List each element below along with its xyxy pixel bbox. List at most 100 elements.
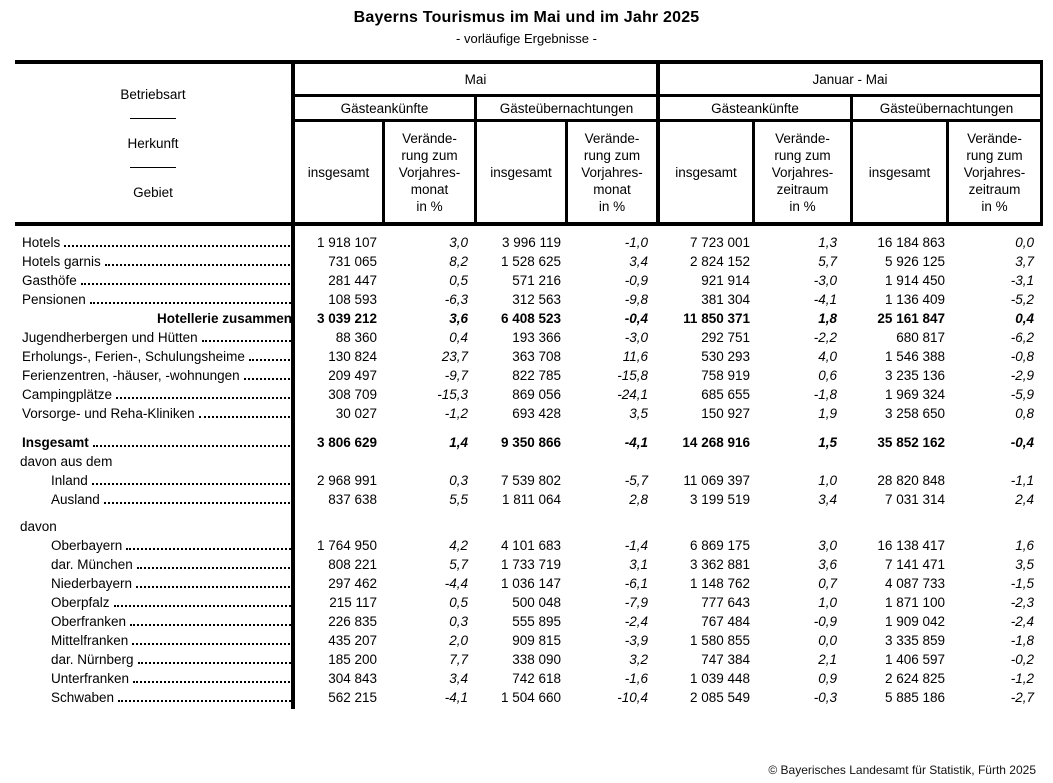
cell-mai-ankuenfte-insgesamt: 3 806 629 xyxy=(316,435,377,450)
row-label-cell: davon aus dem xyxy=(15,452,295,471)
dotted-leader xyxy=(137,662,294,664)
row-label-cell: Erholungs-, Ferien-, Schulungsheime xyxy=(15,347,295,366)
cell-mai-uebernachtungen-veraenderung: -0,4 xyxy=(624,311,648,326)
dotted-leader xyxy=(126,548,294,550)
cell-jm-ankuenfte-insgesamt: 150 927 xyxy=(701,406,750,421)
cell-jm-ankuenfte-insgesamt: 292 751 xyxy=(701,330,750,345)
table-row: Vorsorge- und Reha-Kliniken 30 027 -1,2 … xyxy=(15,404,1043,423)
cell-jm-ankuenfte-veraenderung: -1,8 xyxy=(813,387,837,402)
page-subtitle: - vorläufige Ergebnisse - xyxy=(456,31,597,46)
row-label: Pensionen xyxy=(22,292,86,307)
row-label-cell: Oberbayern xyxy=(15,536,295,555)
stub-separator xyxy=(130,167,176,168)
cell-mai-ankuenfte-insgesamt: 185 200 xyxy=(328,652,377,667)
row-label: Ausland xyxy=(51,492,100,507)
cell-mai-uebernachtungen-veraenderung: 3,1 xyxy=(629,557,648,572)
cell-jm-uebernachtungen-insgesamt: 3 235 136 xyxy=(884,368,945,383)
row-label: Gasthöfe xyxy=(22,273,77,288)
cell-jm-uebernachtungen-veraenderung: 3,5 xyxy=(1015,557,1034,572)
cell-mai-ankuenfte-insgesamt: 1 918 107 xyxy=(316,235,377,250)
cell-mai-ankuenfte-insgesamt: 209 497 xyxy=(328,368,377,383)
row-label-cell: Oberfranken xyxy=(15,612,295,631)
cell-jm-ankuenfte-veraenderung: 1,5 xyxy=(818,435,837,450)
cell-mai-ankuenfte-insgesamt: 130 824 xyxy=(328,349,377,364)
cell-jm-ankuenfte-veraenderung: -4,1 xyxy=(813,292,837,307)
table-row: Hotels 1 918 107 3,0 3 996 119 -1,0 7 72… xyxy=(15,233,1043,252)
cell-mai-ankuenfte-veraenderung: 8,2 xyxy=(449,254,468,269)
row-label: Mittelfranken xyxy=(51,633,129,648)
cell-mai-uebernachtungen-veraenderung xyxy=(568,452,660,471)
cell-mai-ankuenfte-insgesamt: 562 215 xyxy=(328,690,377,705)
cell-mai-uebernachtungen-insgesamt: 1 504 660 xyxy=(500,690,561,705)
cell-jm-uebernachtungen-insgesamt: 7 031 314 xyxy=(884,492,945,507)
col-header-insgesamt: insgesamt xyxy=(295,122,385,222)
cell-jm-uebernachtungen-insgesamt: 4 087 733 xyxy=(884,576,945,591)
cell-mai-uebernachtungen-insgesamt: 363 708 xyxy=(512,349,561,364)
table-row: Niederbayern 297 462 -4,4 1 036 147 -6,1… xyxy=(15,574,1043,593)
cell-jm-uebernachtungen-insgesamt: 7 141 471 xyxy=(884,557,945,572)
cell-jm-ankuenfte-insgesamt: 11 850 371 xyxy=(683,311,750,326)
cell-mai-uebernachtungen-insgesamt: 7 539 802 xyxy=(500,473,561,488)
table-row: Mittelfranken 435 207 2,0 909 815 -3,9 1… xyxy=(15,631,1043,650)
cell-mai-uebernachtungen-veraenderung: -10,4 xyxy=(617,690,648,705)
stub-label-gebiet: Gebiet xyxy=(133,184,173,200)
cell-jm-uebernachtungen-insgesamt: 3 335 859 xyxy=(884,633,945,648)
row-label: Oberpfalz xyxy=(51,595,110,610)
group-header-mai: Mai xyxy=(295,64,660,97)
cell-jm-uebernachtungen-insgesamt: 680 817 xyxy=(896,330,945,345)
cell-mai-uebernachtungen-veraenderung: -7,9 xyxy=(624,595,648,610)
row-label-cell: Ferienzentren, -häuser, -wohnungen xyxy=(15,366,295,385)
row-label-cell: Hotellerie zusammen xyxy=(15,309,295,328)
table-row: Insgesamt 3 806 629 1,4 9 350 866 -4,1 1… xyxy=(15,433,1043,452)
cell-mai-ankuenfte-veraenderung: 2,0 xyxy=(449,633,468,648)
cell-jm-uebernachtungen-insgesamt: 28 820 848 xyxy=(877,473,945,488)
cell-mai-ankuenfte-insgesamt: 281 447 xyxy=(328,273,377,288)
cell-mai-ankuenfte-insgesamt: 215 117 xyxy=(329,595,377,610)
cell-jm-ankuenfte-veraenderung: 1,0 xyxy=(818,595,837,610)
cell-mai-uebernachtungen-insgesamt: 742 618 xyxy=(512,671,561,686)
page-title: Bayerns Tourismus im Mai und im Jahr 202… xyxy=(353,9,700,26)
row-label: Oberbayern xyxy=(51,538,123,553)
stub-label-betriebsart: Betriebsart xyxy=(120,86,186,102)
cell-mai-uebernachtungen-insgesamt xyxy=(477,452,568,471)
cell-jm-ankuenfte-insgesamt: 7 723 001 xyxy=(689,235,750,250)
cell-mai-ankuenfte-veraenderung: 0,5 xyxy=(449,273,468,288)
dotted-leader xyxy=(132,643,294,645)
dotted-leader xyxy=(89,302,294,304)
title-block: Bayerns Tourismus im Mai und im Jahr 202… xyxy=(0,0,1053,46)
dotted-leader xyxy=(116,397,294,399)
cell-mai-uebernachtungen-veraenderung: -5,7 xyxy=(624,473,648,488)
row-label: Hotels garnis xyxy=(22,254,101,269)
row-label: Jugendherbergen und Hütten xyxy=(22,330,198,345)
cell-mai-uebernachtungen-veraenderung: 3,5 xyxy=(629,406,648,421)
table-row: Campingplätze 308 709 -15,3 869 056 -24,… xyxy=(15,385,1043,404)
stub-divider-rule xyxy=(291,226,295,709)
cell-mai-uebernachtungen-veraenderung: -4,1 xyxy=(624,435,648,450)
cell-jm-ankuenfte-insgesamt xyxy=(660,517,755,536)
col-header-veraenderung: Verände- rung zum Vorjahres- zeitraum in… xyxy=(755,122,853,222)
table-row: Erholungs-, Ferien-, Schulungsheime 130 … xyxy=(15,347,1043,366)
dotted-leader xyxy=(64,245,294,247)
cell-mai-ankuenfte-veraenderung: -9,7 xyxy=(444,368,468,383)
cell-jm-uebernachtungen-veraenderung: 0,0 xyxy=(1015,235,1034,250)
cell-mai-uebernachtungen-insgesamt: 1 036 147 xyxy=(500,576,561,591)
cell-mai-ankuenfte-veraenderung: 0,3 xyxy=(449,614,468,629)
cell-jm-ankuenfte-veraenderung xyxy=(755,517,853,536)
cell-jm-ankuenfte-insgesamt: 1 580 855 xyxy=(689,633,750,648)
row-label-cell: Gasthöfe xyxy=(15,271,295,290)
cell-jm-uebernachtungen-insgesamt: 2 624 825 xyxy=(884,671,945,686)
row-label-cell: Campingplätze xyxy=(15,385,295,404)
table-row: dar. Nürnberg 185 200 7,7 338 090 3,2 74… xyxy=(15,650,1043,669)
cell-mai-ankuenfte-veraenderung: -15,3 xyxy=(437,387,468,402)
row-label: dar. München xyxy=(51,557,133,572)
cell-jm-ankuenfte-insgesamt: 6 869 175 xyxy=(689,538,750,553)
row-label: Hotels xyxy=(22,235,61,250)
cell-mai-uebernachtungen-insgesamt: 4 101 683 xyxy=(500,538,561,553)
col-header-veraenderung: Verände- rung zum Vorjahres- monat in % xyxy=(385,122,477,222)
table-row: Oberbayern 1 764 950 4,2 4 101 683 -1,4 … xyxy=(15,536,1043,555)
cell-mai-uebernachtungen-insgesamt xyxy=(477,517,568,536)
cell-jm-ankuenfte-veraenderung: 2,1 xyxy=(818,652,837,667)
subgroup-header-jm-ankuenfte: Gästeankünfte xyxy=(660,97,853,122)
row-label-cell: Mittelfranken xyxy=(15,631,295,650)
table-row: Oberpfalz 215 117 0,5 500 048 -7,9 777 6… xyxy=(15,593,1043,612)
